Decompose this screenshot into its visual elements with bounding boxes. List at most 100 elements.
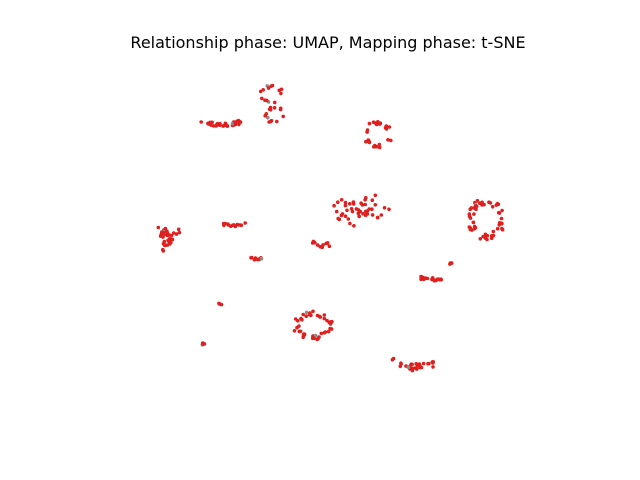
scatter-point [370, 213, 375, 217]
scatter-point [488, 201, 493, 205]
point-cluster [258, 83, 284, 105]
scatter-point [301, 312, 306, 317]
scatter-point [483, 236, 488, 240]
scatter-point [350, 209, 355, 214]
point-cluster [200, 341, 207, 347]
scatter-point [354, 207, 359, 211]
point-cluster [292, 309, 334, 342]
scatter-point [266, 115, 270, 120]
scatter-point [367, 140, 372, 145]
scatter-point [277, 88, 282, 93]
scatter-point [292, 329, 297, 333]
scatter-point [238, 223, 243, 227]
scatter-point [365, 128, 370, 132]
scatter-point [334, 209, 339, 214]
scatter-point [278, 106, 283, 111]
scatter-point [372, 144, 376, 149]
scatter-point [159, 231, 164, 236]
scatter-point [377, 145, 382, 150]
scatter-point [308, 311, 312, 315]
scatter-point [398, 364, 403, 369]
scatter-point [320, 245, 325, 249]
scatter-point [356, 211, 361, 216]
scatter-point [336, 200, 340, 204]
scatter-point [423, 276, 428, 281]
scatter-point [373, 203, 378, 207]
scatter-point [430, 277, 435, 282]
scatter-point [218, 121, 222, 126]
scatter-point [169, 233, 174, 238]
scatter-point [387, 125, 392, 129]
scatter-point [297, 324, 301, 328]
scatter-point [473, 225, 478, 230]
scatter-point [167, 236, 172, 241]
scatter-point [260, 96, 264, 101]
point-cluster [310, 239, 332, 249]
scatter-point [495, 226, 500, 231]
chart-title: Relationship phase: UMAP, Mapping phase:… [130, 33, 526, 52]
scatter-point [482, 202, 486, 207]
scatter-point [301, 333, 306, 337]
scatter-point [489, 236, 494, 240]
scatter-point [449, 261, 454, 265]
scatter-point [326, 329, 331, 334]
scatter-point [472, 212, 476, 216]
scatter-point [365, 212, 370, 216]
scatter-point [170, 237, 175, 242]
scatter-point [224, 123, 229, 127]
scatter-point [325, 318, 329, 323]
scatter-point [357, 214, 362, 219]
scatter-point [419, 277, 423, 282]
scatter-point [304, 310, 309, 315]
scatter-point [279, 91, 283, 96]
scatter-point [313, 240, 317, 245]
scatter-point [468, 227, 473, 232]
point-cluster [448, 261, 454, 266]
scatter-point [259, 256, 264, 261]
scatter-point [268, 108, 273, 112]
scatter-point [337, 217, 342, 222]
scatter-point [243, 221, 247, 225]
scatter-point [162, 242, 166, 247]
scatter-point [281, 114, 286, 119]
scatter-point [389, 138, 393, 143]
scatter-point [161, 249, 166, 253]
scatter-point [317, 314, 322, 319]
scatter-point [293, 317, 298, 321]
scatter-point [431, 365, 435, 369]
scatter-point [304, 314, 309, 319]
scatter-point [272, 106, 277, 110]
point-cluster [332, 193, 391, 228]
scatter-point [237, 122, 241, 127]
scatter-point [206, 122, 211, 126]
scatter-point [311, 309, 315, 314]
scatter-point [474, 204, 479, 209]
scatter-point [156, 225, 161, 230]
scatter-point [349, 207, 354, 211]
point-cluster [390, 356, 436, 373]
scatter-point [379, 213, 384, 217]
scatter-point [363, 198, 367, 202]
scatter-point [483, 232, 488, 237]
scatter-point [343, 200, 348, 205]
scatter-point [269, 84, 274, 88]
scatter-point [418, 365, 422, 369]
scatter-point [219, 302, 224, 307]
scatter-point [496, 210, 501, 215]
scatter-point [468, 207, 473, 212]
scatter-point [370, 198, 375, 202]
scatter-point [414, 362, 419, 366]
scatter-point [343, 203, 348, 208]
scatter-point [415, 367, 419, 371]
scatter-point [264, 112, 269, 116]
scatter-point [390, 357, 395, 362]
scatter-point [174, 232, 179, 236]
scatter-point [399, 361, 403, 366]
scatter-point [352, 224, 356, 228]
scatter-point [387, 207, 391, 212]
scatter-point [375, 215, 380, 220]
scatter-point [339, 198, 344, 202]
point-cluster [419, 274, 444, 283]
scatter-point [199, 120, 203, 124]
scatter-point [272, 100, 277, 105]
